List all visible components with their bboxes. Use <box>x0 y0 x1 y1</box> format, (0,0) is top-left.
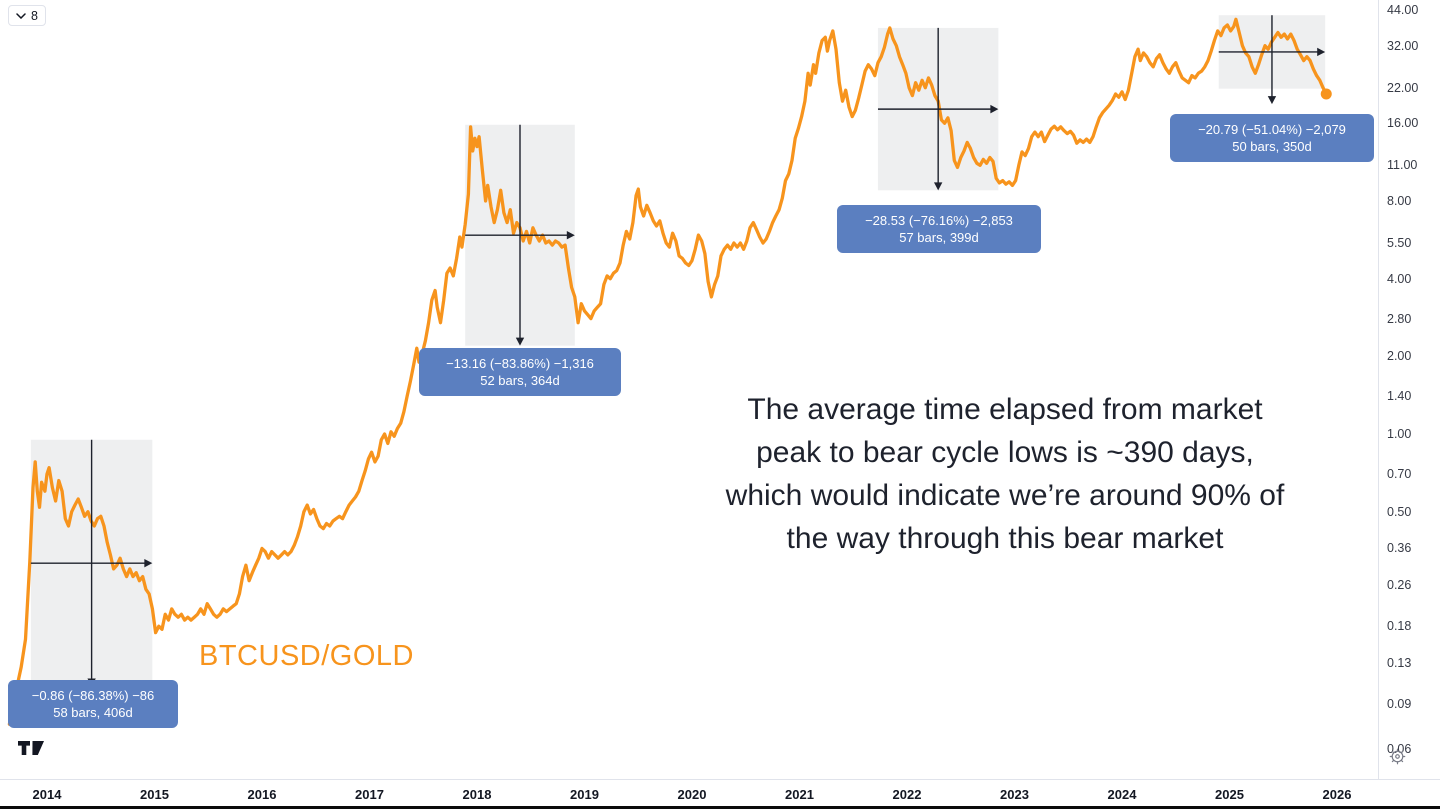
annotation-line: The average time elapsed from market <box>747 393 1263 426</box>
measure-duration: 57 bars, 399d <box>899 230 979 245</box>
time-axis-label: 2023 <box>1000 787 1029 802</box>
price-axis-label: 8.00 <box>1387 194 1412 208</box>
time-axis-label: 2021 <box>785 787 814 802</box>
chart-canvas[interactable] <box>0 0 1378 779</box>
range-boxes-layer <box>30 15 1326 687</box>
range-arrows-layer <box>30 15 1326 687</box>
time-axis-label: 2022 <box>892 787 922 802</box>
measure-stats: −0.86 (−86.38%) −86 <box>31 688 155 703</box>
price-axis-label: 5.50 <box>1387 235 1412 250</box>
measure-duration: 58 bars, 406d <box>53 705 133 720</box>
measure-label[interactable]: −28.53 (−76.16%) −2,853 57 bars, 399d <box>837 205 1041 253</box>
measure-stats: −28.53 (−76.16%) −2,853 <box>865 213 1013 228</box>
measure-stats: −13.16 (−83.86%) −1,316 <box>446 356 594 371</box>
time-axis-label: 2014 <box>32 787 62 802</box>
price-axis-label: 2.00 <box>1387 349 1412 364</box>
last-price-marker <box>1320 88 1332 100</box>
price-axis-label: 32.00 <box>1387 38 1419 53</box>
annotation-line: peak to bear cycle lows is ~390 days, <box>756 436 1254 469</box>
price-axis-label: 44.00 <box>1387 3 1419 17</box>
time-axis-label: 2015 <box>140 787 169 802</box>
measure-stats: −20.79 (−51.04%) −2,079 <box>1198 122 1346 137</box>
date-price-range-arrows[interactable] <box>877 27 999 191</box>
price-axis-label: 0.26 <box>1387 577 1412 592</box>
measure-label[interactable]: −20.79 (−51.04%) −2,079 50 bars, 350d <box>1170 114 1374 162</box>
date-price-range-arrows[interactable] <box>1218 15 1326 105</box>
price-axis-label: 11.00 <box>1387 158 1418 173</box>
series-layer <box>7 17 1332 726</box>
price-axis-label: 0.36 <box>1387 541 1412 556</box>
price-axis-label: 22.00 <box>1387 80 1419 95</box>
annotation-line: which would indicate we’re around 90% of <box>725 479 1285 512</box>
gear-icon[interactable] <box>1389 748 1406 765</box>
date-price-range-arrows[interactable] <box>465 124 575 346</box>
measure-label[interactable]: −0.86 (−86.38%) −86 58 bars, 406d <box>8 680 178 728</box>
window-edge <box>0 806 1440 809</box>
time-axis-label: 2018 <box>462 787 492 802</box>
price-axis-label: 1.00 <box>1387 427 1412 441</box>
measure-duration: 50 bars, 350d <box>1232 139 1312 154</box>
symbol-label[interactable]: BTCUSD/GOLD <box>199 640 414 672</box>
measure-duration: 52 bars, 364d <box>480 373 560 388</box>
price-axis-label: 16.00 <box>1387 116 1419 131</box>
collapsed-indicators-button[interactable]: 8 <box>8 5 46 26</box>
time-axis-label: 2025 <box>1215 787 1244 802</box>
time-axis[interactable]: 2014 2015 2016 2017 2018 2019 2020 2021 2022 2023… <box>0 779 1440 807</box>
time-axis-label: 2016 <box>247 787 277 802</box>
collapsed-indicators-count: 8 <box>31 8 38 23</box>
price-axis-label: 2.80 <box>1387 311 1412 326</box>
annotation-text[interactable]: The average time elapsed from market pea… <box>630 388 1380 560</box>
price-axis-label: 0.70 <box>1387 466 1412 481</box>
time-axis-label: 2017 <box>355 787 384 802</box>
price-axis-label: 0.50 <box>1387 504 1412 519</box>
time-axis-label: 2019 <box>570 787 599 802</box>
price-axis-label: 4.00 <box>1387 271 1412 286</box>
chevron-down-icon <box>16 12 26 19</box>
time-axis-label: 2020 <box>677 787 707 802</box>
price-line-series[interactable] <box>7 17 1328 726</box>
time-axis-label: 2026 <box>1322 787 1352 802</box>
annotation-line: the way through this bear market <box>786 522 1224 555</box>
price-axis[interactable]: 44.00 32.00 22.00 16.00 11.00 8.00 5.50 4.00 2.8… <box>1378 0 1440 779</box>
price-axis-label: 1.40 <box>1387 389 1412 404</box>
measure-label[interactable]: −13.16 (−83.86%) −1,316 52 bars, 364d <box>419 348 621 396</box>
price-axis-label: 0.09 <box>1387 696 1412 711</box>
tradingview-logo[interactable] <box>16 737 46 757</box>
price-axis-label: 0.18 <box>1387 619 1412 634</box>
time-axis-label: 2024 <box>1107 787 1137 802</box>
price-axis-label: 0.13 <box>1387 655 1412 670</box>
